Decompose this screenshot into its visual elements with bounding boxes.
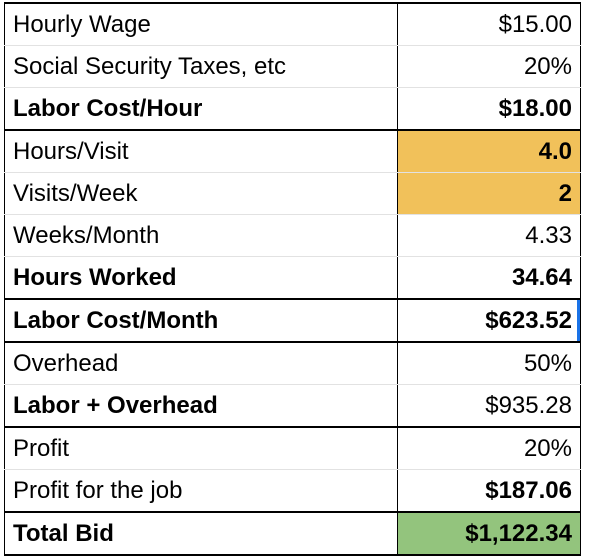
cell-label-labor-plus-overhead[interactable]: Labor + Overhead bbox=[4, 384, 398, 428]
cell-value-overhead[interactable]: 50% bbox=[397, 341, 581, 385]
cell-value-labor-cost-hour[interactable]: $18.00 bbox=[397, 87, 581, 131]
cell-value-weeks-month[interactable]: 4.33 bbox=[397, 214, 581, 257]
row-profit: Profit 20% bbox=[4, 426, 581, 470]
row-labor-cost-hour: Labor Cost/Hour $18.00 bbox=[4, 87, 581, 131]
cell-label-labor-cost-month[interactable]: Labor Cost/Month bbox=[4, 298, 398, 343]
cell-value-profit-for-job[interactable]: $187.06 bbox=[397, 469, 581, 513]
cell-label-profit-for-job[interactable]: Profit for the job bbox=[4, 469, 398, 513]
row-labor-cost-month: Labor Cost/Month $623.52 bbox=[4, 298, 581, 343]
row-hourly-wage: Hourly Wage $15.00 bbox=[4, 2, 581, 46]
row-hours-visit: Hours/Visit 4.0 bbox=[4, 129, 581, 173]
cell-label-social-security-taxes[interactable]: Social Security Taxes, etc bbox=[4, 45, 398, 88]
cell-value-hours-visit[interactable]: 4.0 bbox=[397, 129, 581, 173]
bid-calculation-table: Hourly Wage $15.00 Social Security Taxes… bbox=[4, 2, 581, 556]
cell-value-labor-cost-month[interactable]: $623.52 bbox=[397, 298, 581, 343]
cell-label-visits-week[interactable]: Visits/Week bbox=[4, 172, 398, 215]
cell-label-profit[interactable]: Profit bbox=[4, 426, 398, 470]
row-hours-worked: Hours Worked 34.64 bbox=[4, 256, 581, 300]
row-profit-for-job: Profit for the job $187.06 bbox=[4, 469, 581, 513]
cell-value-labor-plus-overhead[interactable]: $935.28 bbox=[397, 384, 581, 428]
cell-value-total-bid[interactable]: $1,122.34 bbox=[397, 511, 581, 556]
cell-label-hours-visit[interactable]: Hours/Visit bbox=[4, 129, 398, 173]
row-weeks-month: Weeks/Month 4.33 bbox=[4, 214, 581, 257]
cell-label-overhead[interactable]: Overhead bbox=[4, 341, 398, 385]
cell-label-hourly-wage[interactable]: Hourly Wage bbox=[4, 2, 398, 46]
cell-label-labor-cost-hour[interactable]: Labor Cost/Hour bbox=[4, 87, 398, 131]
row-total-bid: Total Bid $1,122.34 bbox=[4, 511, 581, 556]
row-labor-plus-overhead: Labor + Overhead $935.28 bbox=[4, 384, 581, 428]
row-visits-week: Visits/Week 2 bbox=[4, 172, 581, 215]
cell-value-hours-worked[interactable]: 34.64 bbox=[397, 256, 581, 300]
row-social-security-taxes: Social Security Taxes, etc 20% bbox=[4, 45, 581, 88]
cell-label-hours-worked[interactable]: Hours Worked bbox=[4, 256, 398, 300]
cell-value-social-security-taxes[interactable]: 20% bbox=[397, 45, 581, 88]
cell-value-profit[interactable]: 20% bbox=[397, 426, 581, 470]
cell-label-weeks-month[interactable]: Weeks/Month bbox=[4, 214, 398, 257]
cell-value-hourly-wage[interactable]: $15.00 bbox=[397, 2, 581, 46]
cell-value-visits-week[interactable]: 2 bbox=[397, 172, 581, 215]
row-overhead: Overhead 50% bbox=[4, 341, 581, 385]
cell-label-total-bid[interactable]: Total Bid bbox=[4, 511, 398, 556]
